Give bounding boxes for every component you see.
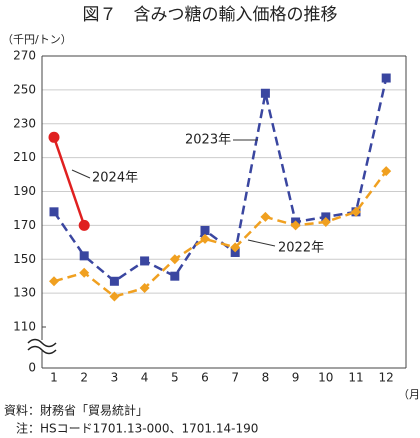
x-tick-label: 7 — [231, 371, 239, 385]
marker — [320, 216, 331, 227]
x-unit: （月） — [398, 388, 420, 401]
leader-line — [71, 169, 91, 179]
source: 資料：財務省「貿易統計」 — [4, 403, 148, 418]
y-tick-label: 230 — [13, 116, 36, 130]
marker — [381, 73, 391, 83]
marker — [48, 131, 60, 143]
x-tick-label: 3 — [111, 371, 119, 385]
marker — [200, 225, 210, 235]
series-line — [53, 170, 388, 298]
marker — [49, 207, 59, 217]
series-label: 2024年 — [92, 171, 138, 186]
y-tick-label: 190 — [13, 184, 36, 198]
note: 注：HSコード1701.13-000、1701.14-190 — [16, 421, 258, 436]
x-tick-label: 11 — [348, 371, 363, 385]
x-tick-label: 12 — [379, 371, 394, 385]
marker — [230, 242, 241, 253]
y-tick-label: 210 — [13, 150, 36, 164]
marker — [290, 220, 301, 231]
x-tick-label: 10 — [318, 371, 333, 385]
marker — [109, 276, 119, 286]
y-tick-label: 150 — [13, 252, 36, 266]
marker — [170, 271, 180, 281]
marker — [109, 291, 120, 302]
x-tick-label: 6 — [201, 371, 209, 385]
marker — [169, 254, 180, 265]
y-tick-label: 0 — [28, 361, 36, 375]
x-tick-label: 5 — [171, 371, 179, 385]
leader-line — [247, 239, 276, 247]
axis-break — [27, 345, 57, 355]
x-tick-label: 4 — [141, 371, 149, 385]
y-tick-label: 170 — [13, 218, 36, 232]
marker — [78, 219, 90, 231]
marker — [49, 276, 59, 287]
marker — [351, 206, 361, 217]
marker — [140, 256, 150, 266]
y-unit: （千円/トン） — [2, 33, 72, 46]
y-tick-label: 130 — [13, 286, 36, 300]
y-tick-label: 250 — [13, 82, 36, 96]
marker — [139, 283, 150, 294]
marker — [79, 267, 90, 278]
marker — [230, 247, 240, 257]
chart-title: 図７ 含みつ糖の輸入価格の推移 — [83, 5, 338, 25]
marker — [381, 166, 392, 177]
axis-break — [27, 338, 57, 348]
x-tick-label: 9 — [292, 371, 300, 385]
series-line — [52, 136, 86, 226]
series-line — [52, 77, 388, 283]
marker — [260, 88, 270, 98]
y-tick-label: 270 — [13, 49, 36, 63]
series-label: 2022年 — [278, 241, 324, 256]
series-label: 2023年 — [185, 133, 231, 148]
y-tick-label: 110 — [13, 320, 36, 334]
marker — [79, 251, 89, 261]
x-tick-label: 8 — [262, 371, 270, 385]
marker — [200, 233, 210, 244]
marker — [260, 211, 271, 222]
x-tick-label: 2 — [80, 371, 88, 385]
x-tick-label: 1 — [50, 371, 58, 385]
marker — [321, 212, 331, 222]
